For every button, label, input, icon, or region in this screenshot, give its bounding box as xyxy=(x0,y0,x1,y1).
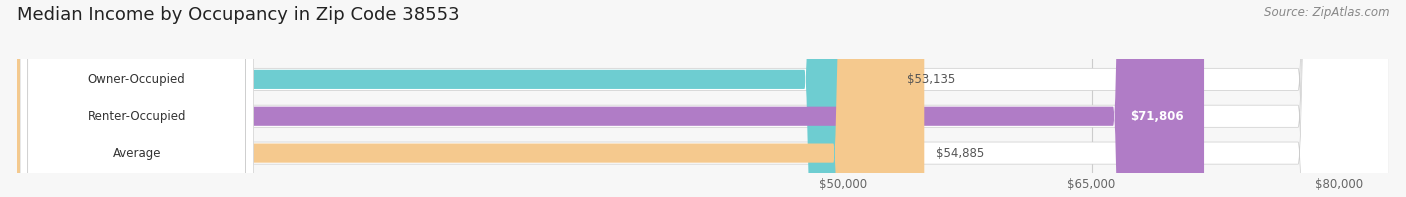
Text: Renter-Occupied: Renter-Occupied xyxy=(87,110,186,123)
FancyBboxPatch shape xyxy=(17,0,924,197)
FancyBboxPatch shape xyxy=(20,0,253,197)
Text: Average: Average xyxy=(112,147,162,160)
Text: Source: ZipAtlas.com: Source: ZipAtlas.com xyxy=(1264,6,1389,19)
FancyBboxPatch shape xyxy=(17,0,896,197)
Text: Owner-Occupied: Owner-Occupied xyxy=(87,73,186,86)
FancyBboxPatch shape xyxy=(20,0,253,197)
FancyBboxPatch shape xyxy=(20,0,253,197)
Text: Median Income by Occupancy in Zip Code 38553: Median Income by Occupancy in Zip Code 3… xyxy=(17,6,460,24)
FancyBboxPatch shape xyxy=(17,0,1389,197)
Text: $54,885: $54,885 xyxy=(936,147,984,160)
Text: $71,806: $71,806 xyxy=(1130,110,1184,123)
FancyBboxPatch shape xyxy=(17,0,1204,197)
FancyBboxPatch shape xyxy=(17,0,1389,197)
Text: $53,135: $53,135 xyxy=(907,73,955,86)
FancyBboxPatch shape xyxy=(17,0,1389,197)
